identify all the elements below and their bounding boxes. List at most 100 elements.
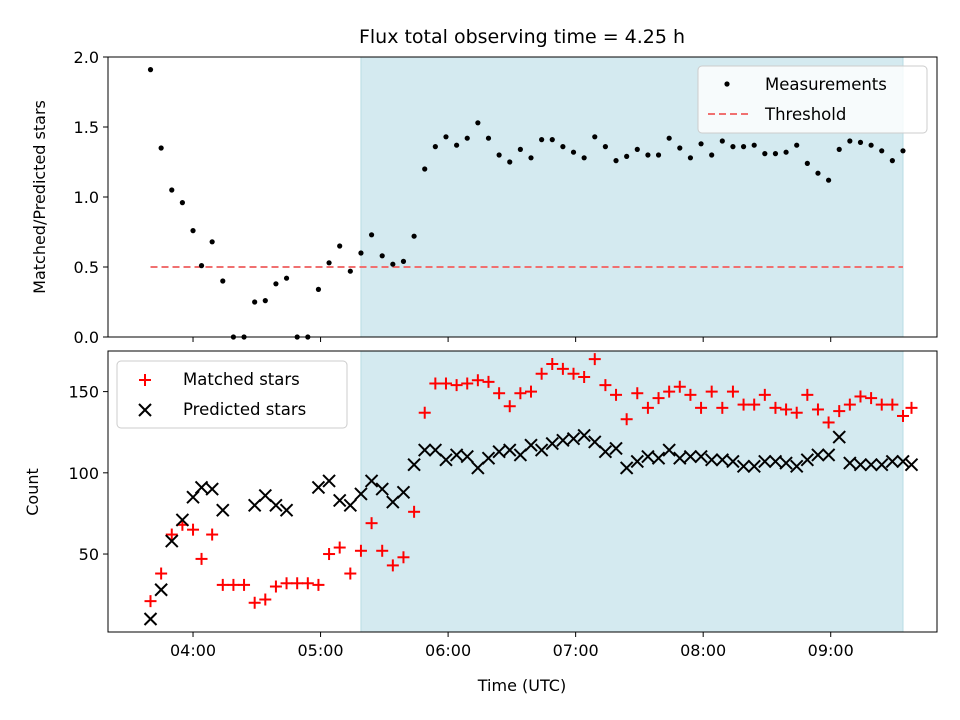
x-axis-label: Time (UTC) xyxy=(477,676,566,695)
predicted-star-point xyxy=(386,495,400,509)
measurement-point xyxy=(539,137,545,143)
predicted-star-point xyxy=(853,457,868,472)
matched-star-point xyxy=(556,362,569,375)
matched-star-point xyxy=(323,548,336,561)
measurement-point xyxy=(283,275,290,281)
predicted-star-point xyxy=(439,453,453,467)
predicted-star-point xyxy=(726,454,740,469)
measurement-point xyxy=(847,138,853,144)
bottom-y-tick-label: 50 xyxy=(79,545,99,564)
measurement-point xyxy=(868,142,874,148)
matched-star-point xyxy=(769,401,782,414)
bottom-shaded-span xyxy=(360,350,904,633)
measurement-point xyxy=(794,142,800,148)
matched-star-point xyxy=(514,387,527,400)
measurement-point xyxy=(592,134,598,140)
top-legend-box xyxy=(697,65,928,134)
matched-star-point xyxy=(206,528,219,541)
predicted-star-point xyxy=(503,443,517,457)
measurement-point xyxy=(179,200,185,206)
predicted-star-point xyxy=(896,454,910,469)
measurement-point xyxy=(209,239,215,245)
matched-star-point xyxy=(875,398,888,411)
measurement-point xyxy=(825,177,832,183)
predicted-star-point xyxy=(492,444,506,459)
predicted-star-point xyxy=(779,456,793,470)
matched-star-point xyxy=(641,401,654,414)
measurement-point xyxy=(570,149,577,155)
measurement-point xyxy=(190,228,196,234)
measurement-point xyxy=(687,155,694,161)
measurement-point xyxy=(315,286,322,292)
matched-star-point xyxy=(843,398,856,411)
predicted-star-point xyxy=(449,448,464,462)
predicted-star-point xyxy=(768,454,783,469)
predicted-star-point xyxy=(154,583,168,597)
matched-star-point xyxy=(269,580,282,593)
matched-star-point xyxy=(195,552,208,565)
measurement-point xyxy=(379,253,385,259)
bottom-y-tick-label: 100 xyxy=(68,464,99,483)
measurement-point xyxy=(358,250,364,256)
measurement-point xyxy=(198,263,205,269)
bottom-plot-frame xyxy=(107,350,938,633)
predicted-star-point xyxy=(258,488,273,503)
predicted-star-point xyxy=(545,436,559,451)
measurement-point xyxy=(783,149,789,155)
measurement-points xyxy=(147,67,906,340)
measurement-point xyxy=(411,233,417,239)
measurement-point xyxy=(517,146,523,152)
measurement-point xyxy=(464,135,470,141)
measurement-point xyxy=(709,152,715,158)
measurement-point xyxy=(879,148,885,154)
legend-predicted-label: Predicted stars xyxy=(183,400,306,419)
predicted-star-point xyxy=(175,513,190,527)
matched-star-point xyxy=(758,388,771,401)
predicted-star-point xyxy=(143,612,158,626)
matched-star-point xyxy=(238,578,251,591)
measurement-point xyxy=(485,135,492,141)
top-legend: Measurements Threshold xyxy=(697,65,928,134)
matched-star-point xyxy=(663,385,676,398)
matched-star-point xyxy=(429,377,442,390)
predicted-star-point xyxy=(332,493,347,508)
matched-star-point xyxy=(525,385,538,398)
predicted-star-point xyxy=(577,428,591,443)
matched-star-point xyxy=(216,578,229,591)
measurement-point xyxy=(740,144,747,150)
predicted-star-point xyxy=(758,454,772,469)
chart-title: Flux total observing time = 4.25 h xyxy=(359,26,685,48)
measurement-point xyxy=(147,67,154,73)
predicted-star-point xyxy=(524,438,538,452)
matched-star-point xyxy=(461,377,474,390)
measurement-point xyxy=(677,145,683,151)
measurement-point xyxy=(273,281,279,287)
predicted-star-point xyxy=(641,449,655,464)
predicted-star-point xyxy=(247,498,262,513)
matched-star-point xyxy=(599,379,612,392)
predicted-star-point xyxy=(513,448,528,462)
matched-star-point xyxy=(259,593,272,606)
bottom-y-axis-label: Count xyxy=(23,468,42,516)
matched-star-point xyxy=(578,370,591,383)
top-y-axis-label: Matched/Predicted stars xyxy=(30,100,49,294)
measurement-point xyxy=(751,142,757,148)
predicted-star-point xyxy=(460,449,474,464)
matched-star-point xyxy=(165,528,178,541)
measurement-point xyxy=(634,146,640,152)
predicted-star-point xyxy=(165,534,179,548)
predicted-star-point xyxy=(704,453,719,467)
measurement-point xyxy=(443,134,449,140)
measurement-point xyxy=(645,152,651,158)
matched-star-point xyxy=(291,577,304,590)
measurement-point xyxy=(655,152,662,158)
x-tick-label: 08:00 xyxy=(680,641,726,660)
legend-matched-marker xyxy=(139,374,151,386)
matched-star-point xyxy=(705,385,718,398)
x-tick-label: 06:00 xyxy=(425,641,471,660)
matched-star-point xyxy=(333,541,346,554)
predicted-star-point xyxy=(843,456,857,470)
matched-star-point xyxy=(471,374,484,387)
measurement-point xyxy=(326,260,332,266)
